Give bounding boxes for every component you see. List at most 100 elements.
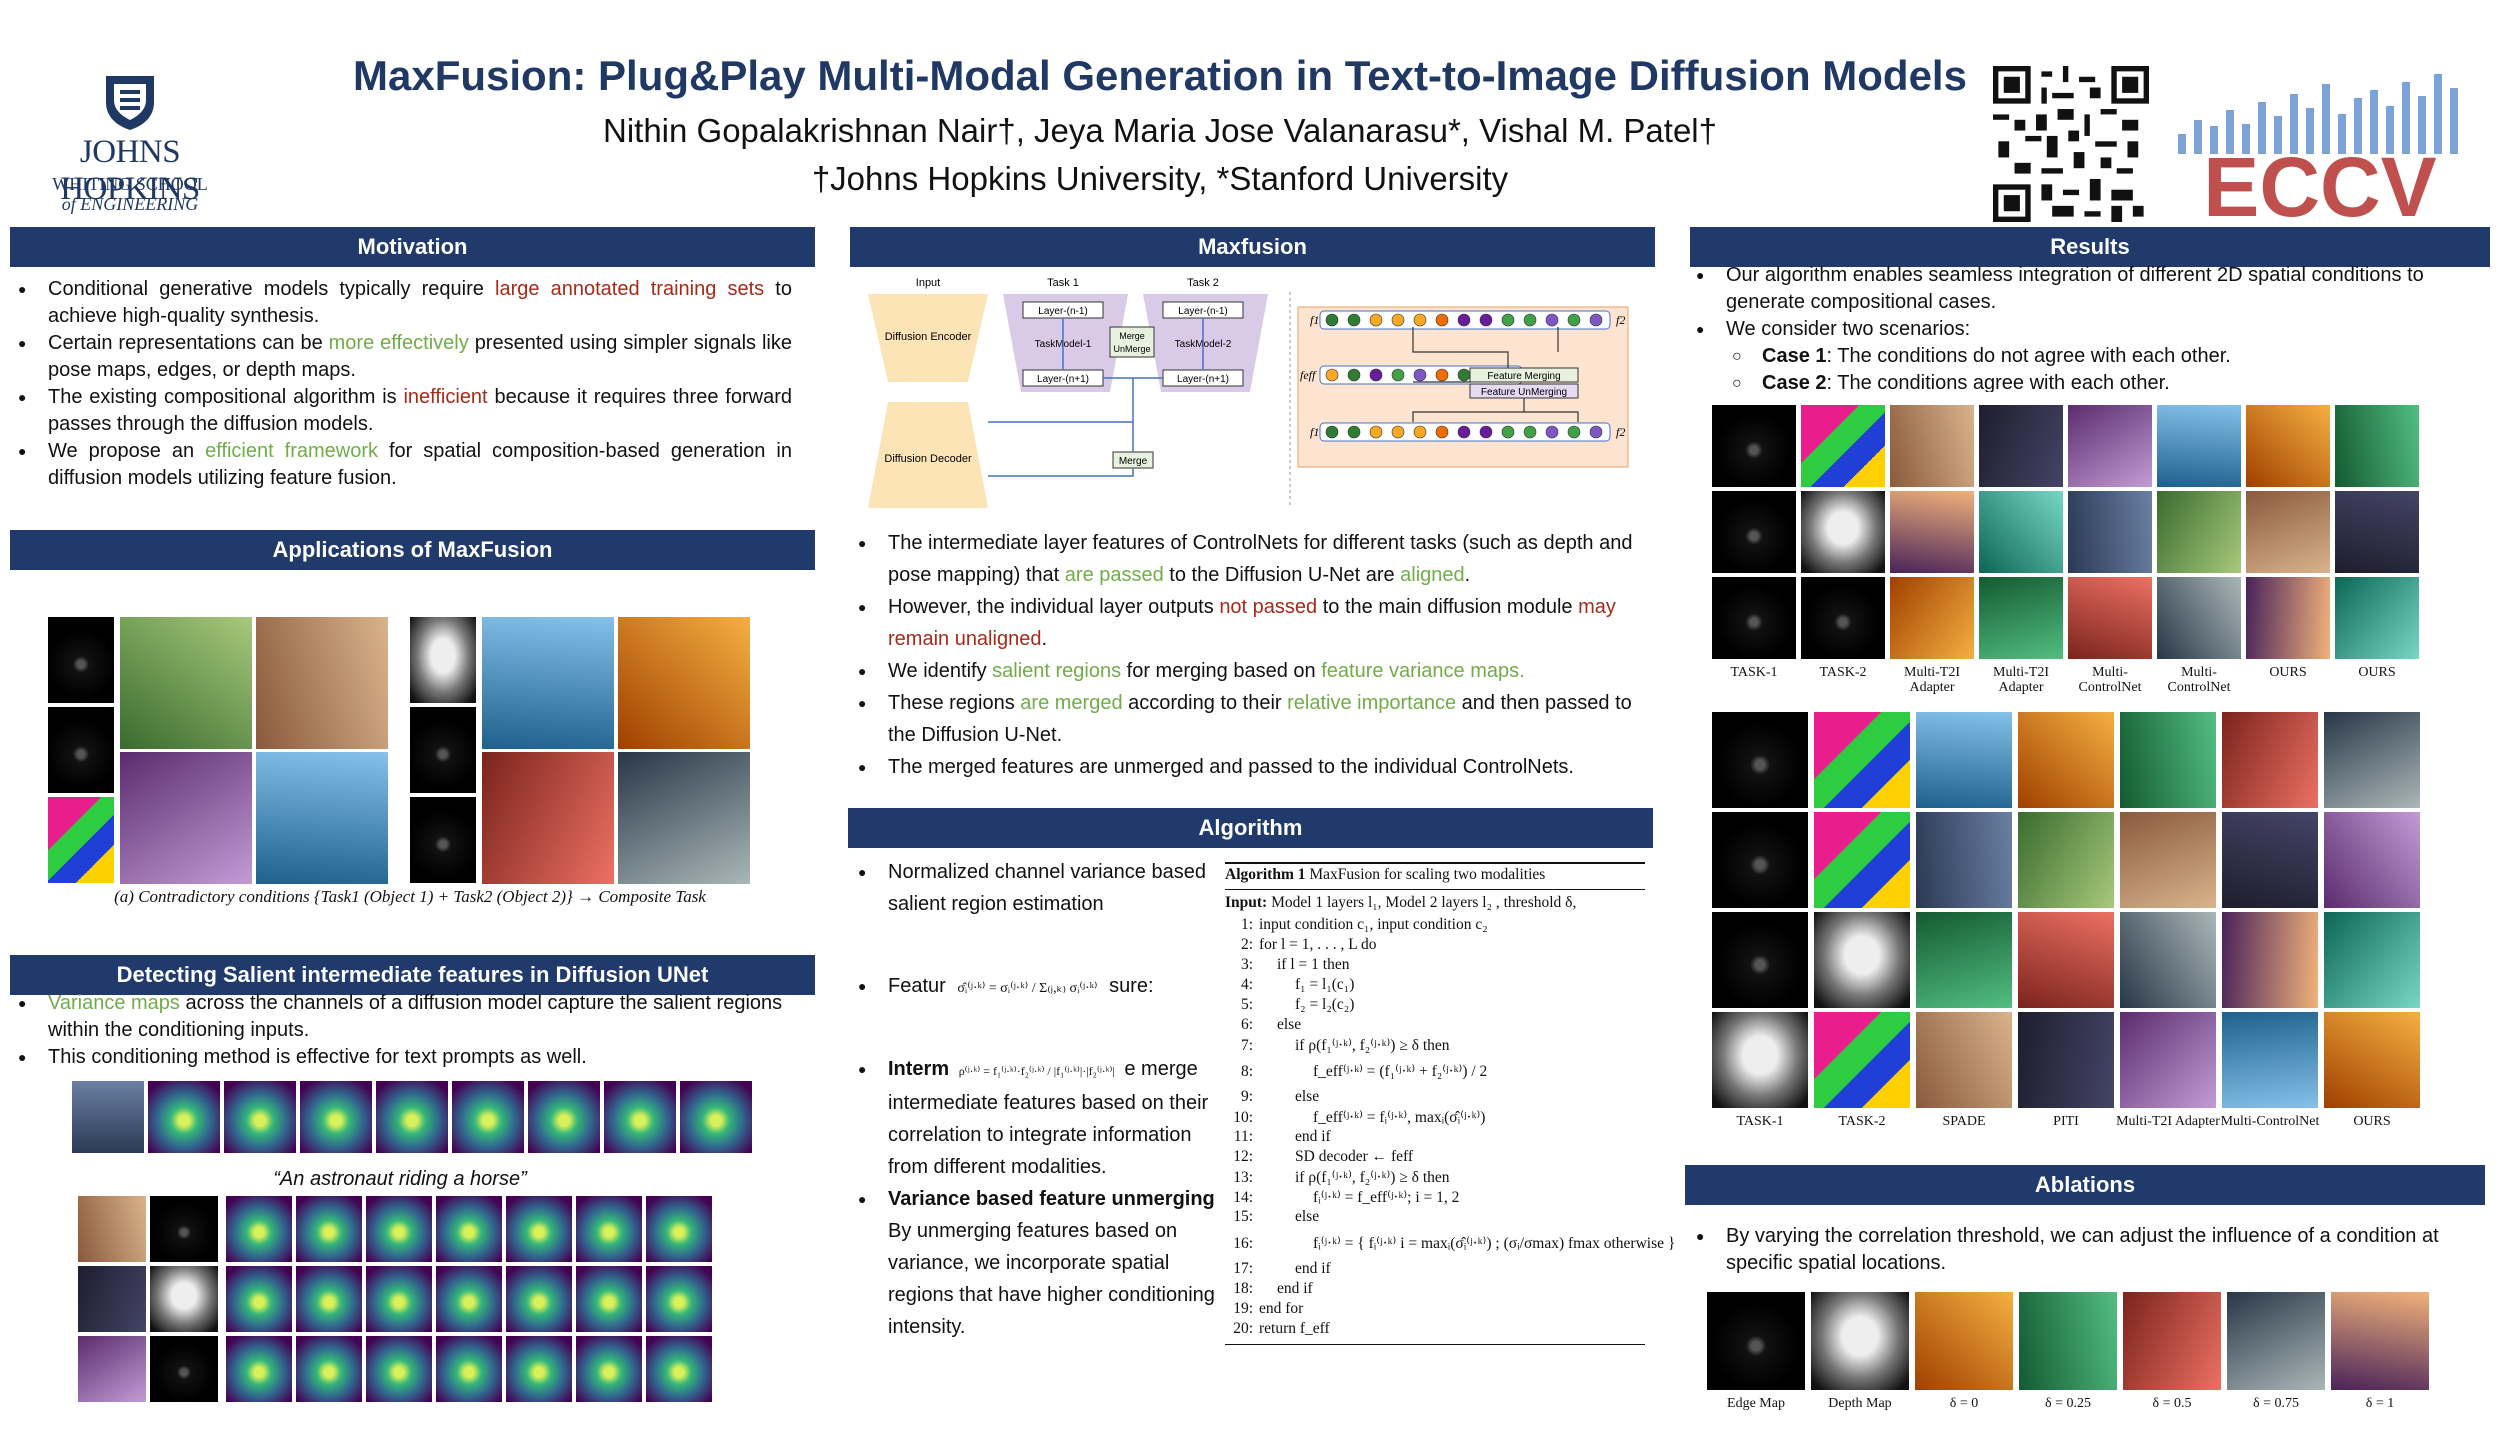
algorithm-line-number: 17: bbox=[1233, 1260, 1253, 1277]
eccv-skyline-bar bbox=[2354, 98, 2362, 154]
algorithm-title: Algorithm 1 MaxFusion for scaling two mo… bbox=[1225, 866, 1645, 886]
maxfusion-item: The intermediate layer features of Contr… bbox=[852, 527, 1647, 591]
eccv-skyline-bar bbox=[2306, 108, 2314, 154]
feature-channel-dot bbox=[1589, 425, 1603, 439]
motivation-text: Conditional generative models typically … bbox=[48, 278, 496, 300]
salient-condition-image bbox=[150, 1266, 218, 1332]
decoder-shape bbox=[868, 402, 988, 508]
algorithm-line-text: f₂ = l₂(c₂) bbox=[1295, 996, 1355, 1013]
eccv-skyline-bar bbox=[2370, 90, 2378, 154]
ablation-image bbox=[2019, 1292, 2117, 1390]
maxfusion-text: The intermediate layer features of Contr… bbox=[888, 532, 1633, 586]
algorithm-line-text: for l = 1, . . . , L do bbox=[1259, 936, 1377, 953]
maxfusion-text: not passed bbox=[1219, 596, 1318, 618]
algorithm-line: 18: end if bbox=[1225, 1280, 1645, 1300]
algorithm-line-number: 13: bbox=[1233, 1169, 1253, 1186]
condition-thumbnail bbox=[410, 617, 476, 703]
results-case2-image bbox=[2120, 912, 2216, 1008]
algorithm-line-text: return f_eff bbox=[1259, 1320, 1330, 1337]
section-header-ablations: Ablations bbox=[1685, 1165, 2485, 1205]
maxfusion-text: according to their bbox=[1122, 692, 1288, 714]
qr-code-icon[interactable] bbox=[1993, 66, 2149, 222]
algorithm-line-number: 4: bbox=[1240, 976, 1253, 993]
results-case2-image bbox=[2222, 1012, 2318, 1108]
algorithm-line-number: 11: bbox=[1233, 1128, 1253, 1145]
eccv-skyline-bar bbox=[2402, 82, 2410, 154]
salient-text: This conditioning method is effective fo… bbox=[48, 1046, 587, 1068]
maxfusion-text: are merged bbox=[1020, 692, 1123, 714]
maxfusion-text: These regions bbox=[888, 692, 1021, 714]
results-case2-image bbox=[2324, 1012, 2420, 1108]
motivation-highlight: inefficient bbox=[403, 386, 488, 408]
results-case2-image bbox=[1814, 712, 1910, 808]
diagram-task2-label: Task 2 bbox=[1187, 277, 1219, 289]
variance-map-thumbnail bbox=[604, 1081, 676, 1153]
eccv-skyline-bar bbox=[2386, 106, 2394, 154]
results-case1-column-label: OURS bbox=[2269, 665, 2307, 680]
algorithm-line-number: 10: bbox=[1233, 1109, 1253, 1126]
algorithm-line-number: 12: bbox=[1233, 1148, 1253, 1165]
results-case1-image bbox=[2335, 577, 2419, 659]
feature-channel-dot bbox=[1479, 425, 1493, 439]
composite-image bbox=[120, 617, 252, 749]
algorithm-input-label: Input: bbox=[1225, 894, 1268, 911]
feature-channel-dot bbox=[1589, 313, 1603, 327]
eccv-skyline-bar bbox=[2242, 124, 2250, 154]
feature-channel-dot bbox=[1413, 425, 1427, 439]
feature-channel-dot bbox=[1457, 313, 1471, 327]
algorithm-line-number: 6: bbox=[1240, 1016, 1253, 1033]
algorithm-line: 19: end for bbox=[1225, 1300, 1645, 1320]
ablations-bullet: By varying the correlation threshold, we… bbox=[1690, 1223, 2480, 1277]
feff-label: feff bbox=[1300, 368, 1317, 382]
maxfusion-list: The intermediate layer features of Contr… bbox=[852, 527, 1647, 783]
algorithm-line-text: end if bbox=[1277, 1280, 1313, 1297]
jhu-subtitle: WHITING SCHOOL bbox=[52, 174, 208, 194]
algorithm-line: 12: SD decoder ← feff bbox=[1225, 1148, 1645, 1168]
salient-list: Variance maps across the channels of a d… bbox=[12, 990, 802, 1071]
results-case-label: Case 1 bbox=[1762, 345, 1827, 367]
motivation-text: to achieve high-quality synthesis. bbox=[48, 278, 792, 327]
results-case1-image bbox=[1979, 405, 2063, 487]
eccv-skyline-bar bbox=[2338, 114, 2346, 154]
feature-channel-dot bbox=[1479, 313, 1493, 327]
feature-channel-dot bbox=[1567, 425, 1581, 439]
algorithm-line-text: else bbox=[1295, 1208, 1320, 1225]
results-case2-image bbox=[1712, 1012, 1808, 1108]
algorithm-line-number: 3: bbox=[1240, 956, 1253, 973]
results-case1-image bbox=[2068, 405, 2152, 487]
salient-variance-map bbox=[576, 1336, 642, 1402]
algorithm-line-text: end if bbox=[1295, 1260, 1331, 1277]
composite-image bbox=[618, 617, 750, 749]
motivation-text: because it requires three forward passes… bbox=[48, 386, 792, 435]
algorithm-line-number: 16: bbox=[1233, 1235, 1253, 1252]
merge-unmerge-box bbox=[1109, 326, 1155, 358]
results-case1-image bbox=[1801, 491, 1885, 573]
results-case1-image bbox=[2335, 491, 2419, 573]
maxfusion-text: . bbox=[1464, 564, 1471, 586]
results-case1-image bbox=[2246, 405, 2330, 487]
results-case1-image bbox=[2246, 491, 2330, 573]
variance-maps-figure bbox=[72, 1081, 752, 1153]
affiliations: †Johns Hopkins University, *Stanford Uni… bbox=[811, 160, 1509, 197]
salient-variance-map bbox=[646, 1196, 712, 1262]
results-item: Our algorithm enables seamless integrati… bbox=[1690, 262, 2480, 316]
feature-merging-box bbox=[1469, 367, 1579, 383]
layer-next-2-label: Layer-(n+1) bbox=[1177, 374, 1229, 385]
ablation-image bbox=[1811, 1292, 1909, 1390]
maxfusion-text: may remain unaligned bbox=[888, 596, 1616, 650]
results-case2-image bbox=[2018, 1012, 2114, 1108]
maxfusion-text: relative importance bbox=[1287, 692, 1457, 714]
composite-image bbox=[618, 752, 750, 884]
algorithm-line-text: fᵢ⁽ʲ·ᵏ⁾ = { fᵢ⁽ʲ·ᵏ⁾ i = maxᵢ(σ̂ᵢ⁽ʲ·ᵏ⁾) ;… bbox=[1313, 1235, 1676, 1252]
section-header-motivation: Motivation bbox=[10, 227, 815, 267]
eccv-skyline-bar bbox=[2178, 134, 2186, 154]
algorithm-line: 1: input condition c₁, input condition c₂ bbox=[1225, 916, 1645, 936]
motivation-text: We propose an bbox=[48, 440, 206, 462]
salient-input-image bbox=[78, 1266, 146, 1332]
feature-channel-dot bbox=[1457, 368, 1471, 382]
algorithm-line-text: SD decoder ← feff bbox=[1295, 1148, 1414, 1165]
condition-thumbnail bbox=[48, 617, 114, 703]
results-case2-column-label: Multi-ControlNet bbox=[2220, 1114, 2320, 1129]
results-case2-image bbox=[1916, 812, 2012, 908]
correlation-equation: ρ⁽ʲ·ᵏ⁾ = f₁⁽ʲ·ᵏ⁾·f₂⁽ʲ·ᵏ⁾ / |f₁⁽ʲ·ᵏ⁾|·|f₂… bbox=[958, 1064, 1115, 1078]
